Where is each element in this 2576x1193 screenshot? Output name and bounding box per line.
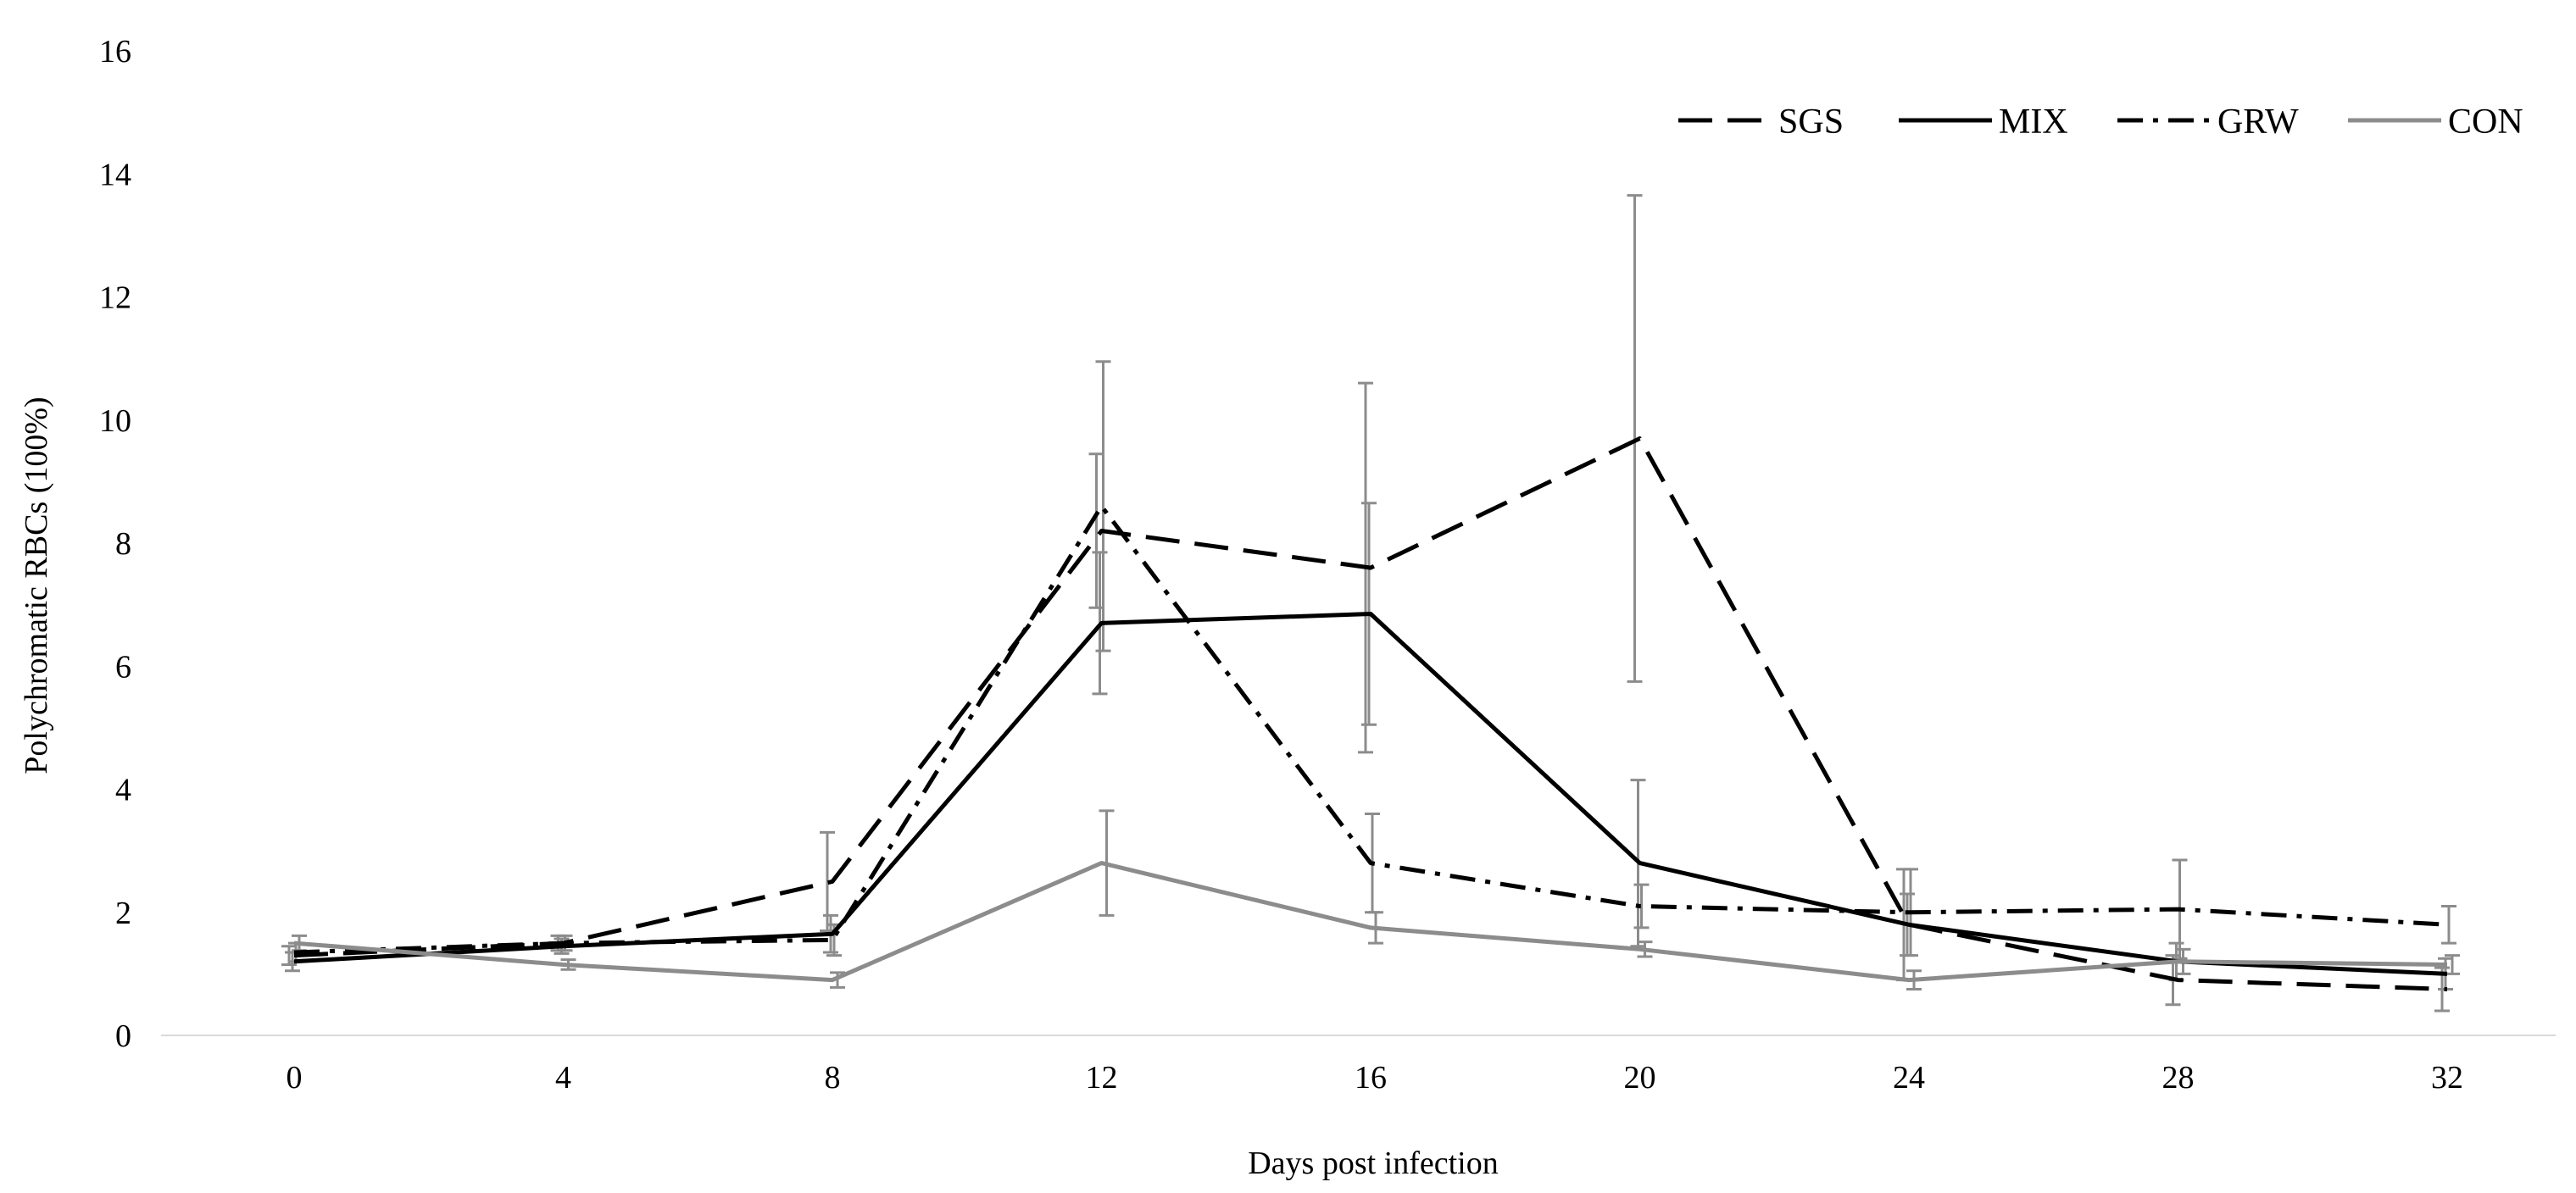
legend-item-grw: GRW bbox=[2117, 103, 2299, 141]
y-tick-label: 14 bbox=[99, 157, 131, 192]
error-bar-sgs bbox=[1088, 452, 1104, 609]
x-tick-label: 8 bbox=[825, 1060, 841, 1096]
x-tick-label: 28 bbox=[2162, 1060, 2195, 1096]
y-tick-label: 12 bbox=[99, 280, 131, 316]
series-lines bbox=[293, 436, 2448, 991]
legend: SGS MIX GRW CON bbox=[1678, 103, 2523, 141]
x-tick-label: 4 bbox=[555, 1060, 571, 1096]
y-tick-label: 0 bbox=[115, 1018, 131, 1054]
y-axis-title: Polychromatic RBCs (100%) bbox=[19, 397, 54, 774]
legend-label: MIX bbox=[1999, 103, 2068, 141]
series-line-con bbox=[293, 861, 2448, 983]
x-tick-label: 16 bbox=[1355, 1060, 1387, 1096]
x-tick-label: 32 bbox=[2431, 1060, 2463, 1096]
x-axis-title: Days post infection bbox=[1248, 1146, 1499, 1181]
legend-label: GRW bbox=[2217, 103, 2299, 141]
legend-item-mix: MIX bbox=[1899, 103, 2068, 141]
error-bar-grw bbox=[2441, 904, 2456, 945]
x-tick-label: 12 bbox=[1086, 1060, 1118, 1096]
error-bar-grw bbox=[1095, 360, 1111, 652]
x-tick-label: 24 bbox=[1893, 1060, 1925, 1096]
series-line-sgs bbox=[293, 436, 2448, 991]
y-tick-label: 10 bbox=[99, 403, 131, 439]
y-tick-label: 16 bbox=[99, 34, 131, 69]
x-tick-label: 0 bbox=[287, 1060, 303, 1096]
series-line-mix bbox=[293, 612, 2448, 976]
error-bar-sgs bbox=[1627, 194, 1643, 683]
y-tick-label: 4 bbox=[115, 773, 131, 808]
legend-label: CON bbox=[2448, 103, 2523, 141]
legend-item-con: CON bbox=[2348, 103, 2523, 141]
y-axis-tick-labels: 0 2 4 6 8 10 12 14 16 bbox=[99, 34, 131, 1054]
legend-label: SGS bbox=[1778, 103, 1844, 141]
y-tick-label: 2 bbox=[115, 896, 131, 931]
x-tick-label: 20 bbox=[1624, 1060, 1656, 1096]
y-tick-label: 6 bbox=[115, 649, 131, 685]
x-axis-tick-labels: 0 4 8 12 16 20 24 28 32 bbox=[287, 1060, 2464, 1096]
error-bar-grw bbox=[1633, 883, 1650, 929]
y-tick-label: 8 bbox=[115, 526, 131, 562]
legend-item-sgs: SGS bbox=[1678, 103, 1844, 141]
series-line-grw bbox=[293, 503, 2448, 955]
error-bars bbox=[281, 194, 2460, 1013]
